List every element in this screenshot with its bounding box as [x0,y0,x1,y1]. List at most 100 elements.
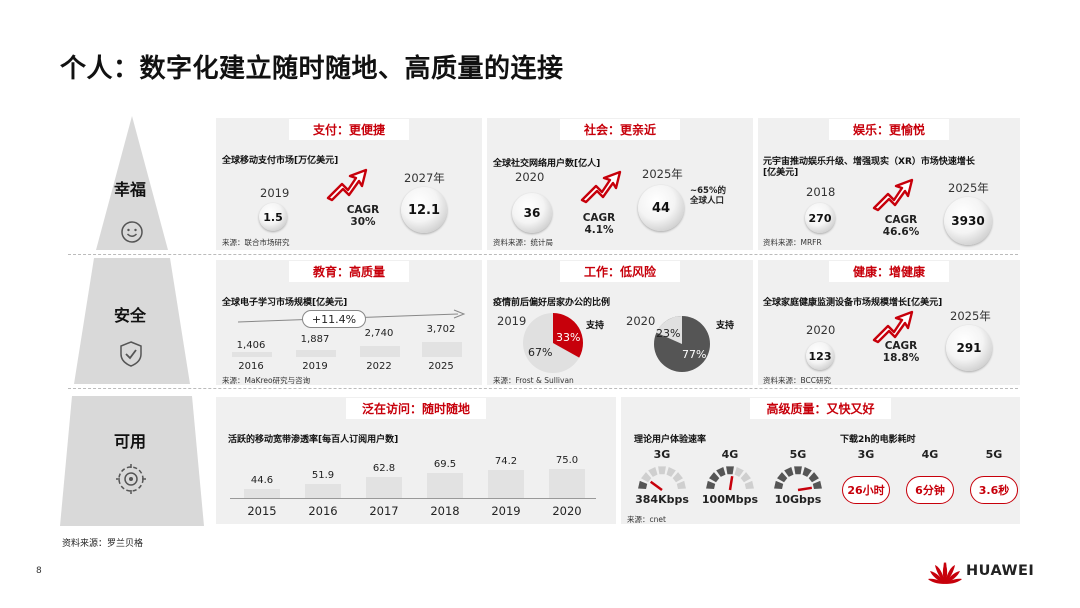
social-subtitle: 全球社交网络用户数[亿人] [493,159,601,169]
work-year-end: 2020 [626,314,656,328]
work-pie2-support-value: 77% [682,348,707,361]
access-bar-year: 2020 [552,504,582,518]
education-bar [360,346,400,357]
payment-year-start: 2019 [260,186,290,200]
education-value: 2,740 [364,328,394,339]
social-cagr: CAGR 4.1% [582,212,616,236]
level-happiness-label: 幸福 [114,180,147,199]
speed-network-label: 4G [721,448,739,461]
education-year: 2025 [428,361,454,372]
huawei-logo-icon [928,562,962,584]
entertainment-year-end: 2025年 [948,181,989,195]
speedometer-icon [638,466,686,492]
access-axis [230,498,596,499]
access-bar-year: 2018 [430,504,460,518]
work-pie2-other-value: 23% [656,327,681,340]
access-bar-value: 69.5 [433,458,457,470]
access-bar-value: 44.6 [250,475,274,486]
panel-quality-header: 高级质量：又快又好 [621,397,1020,419]
growth-arrow-icon [326,168,368,202]
panel-access-header: 泛在访问：随时随地 [216,397,616,419]
education-bar [422,342,462,357]
social-value-end: 44 [638,185,684,231]
health-year-end: 2025年 [950,309,991,323]
download-network-label: 3G [857,448,875,461]
work-source: 来源：Frost & Sullivan [493,376,574,385]
panel-payment-header: 支付：更便捷 [216,118,482,140]
pyramid-top [96,116,168,250]
download-time-pill: 26小时 [842,476,890,504]
payment-value-start: 1.5 [259,203,287,231]
growth-arrow-icon [872,178,914,212]
entertainment-source: 资料来源：MRFR [763,238,822,247]
education-years-row: 2016 2019 2022 2025 [226,361,476,373]
social-year-start: 2020 [515,170,545,184]
social-year-end: 2025年 [642,167,683,181]
health-cagr: CAGR 18.8% [882,340,920,364]
education-value: 1,406 [236,340,266,351]
pyramid-graphic [60,116,204,526]
social-note: ~65%的 全球人口 [690,186,726,206]
education-year: 2022 [366,361,392,372]
access-bar [366,477,402,498]
education-bar [296,350,336,357]
access-bar-value: 62.8 [372,463,396,475]
access-subtitle: 活跃的移动宽带渗透率[每百人订阅用户数] [228,435,399,445]
access-bar-year: 2016 [308,504,338,518]
work-pie1-support-value: 33% [556,331,581,344]
speedometer-icon [774,466,822,492]
education-source: 来源：MaKreo研究与咨询 [222,376,311,385]
social-source: 资料来源：统计局 [493,238,553,247]
shield-check-icon [118,340,144,372]
social-value-start: 36 [512,193,552,233]
health-year-start: 2020 [806,323,836,337]
education-subtitle: 全球电子学习市场规模[亿美元] [222,298,348,308]
access-bar-value: 75.0 [555,455,579,467]
access-bar [427,472,463,498]
education-value: 3,702 [426,324,456,335]
health-value-end: 291 [946,325,992,371]
footer-source: 资料来源：罗兰贝格 [62,539,144,549]
entertainment-year-start: 2018 [806,185,836,199]
education-year: 2016 [238,361,264,372]
payment-source: 来源：联合市场研究 [222,238,290,247]
divider-row2 [68,388,1018,389]
panel-entertainment-header: 娱乐：更愉悦 [758,118,1020,140]
quality-download-times: 3G 26小时 4G 6分钟 5G 3.6秒 [836,446,1018,510]
work-subtitle: 疫情前后偏好居家办公的比例 [493,298,611,308]
panel-access: 泛在访问：随时随地 [216,397,616,524]
pyramid-bottom [60,396,204,526]
work-year-start: 2019 [497,314,527,328]
access-bar [488,469,524,498]
panel-quality: 高级质量：又快又好 [621,397,1020,524]
level-usable-label: 可用 [114,432,147,451]
entertainment-value-end: 3930 [944,197,992,245]
access-bar-year: 2019 [491,504,521,518]
work-pie1-support-label: 支持 [586,321,605,331]
access-bar-value: 74.2 [494,455,518,467]
work-pie-2019 [523,313,583,373]
speed-rate-label: 384Kbps [635,493,689,506]
work-pie2-support-label: 支持 [716,321,735,331]
speed-network-label: 3G [653,448,671,461]
access-bar-value: 51.9 [311,470,335,482]
payment-value-end: 12.1 [401,187,447,233]
access-bar-year: 2017 [369,504,399,518]
quality-download-title: 下载2h的电影耗时 [840,435,916,445]
access-bar-year: 2015 [247,504,277,518]
speedometer-icon [706,466,754,491]
page-title: 个人：数字化建立随时随地、高质量的连接 [60,54,564,84]
divider-row1 [68,254,1018,255]
education-growth-pill: +11.4% [302,310,366,328]
education-year: 2019 [302,361,328,372]
payment-subtitle: 全球移动支付市场[万亿美元] [222,156,339,166]
entertainment-cagr: CAGR 46.6% [882,214,920,238]
panel-work-header: 工作：低风险 [487,260,753,282]
huawei-logo-text: HUAWEI [966,563,1035,579]
level-safety-label: 安全 [114,306,147,325]
page-number: 8 [36,566,42,576]
download-time-pill: 6分钟 [906,476,954,504]
education-value: 1,887 [300,334,330,345]
speed-network-label: 5G [789,448,807,461]
payment-cagr: CAGR 30% [346,204,380,228]
